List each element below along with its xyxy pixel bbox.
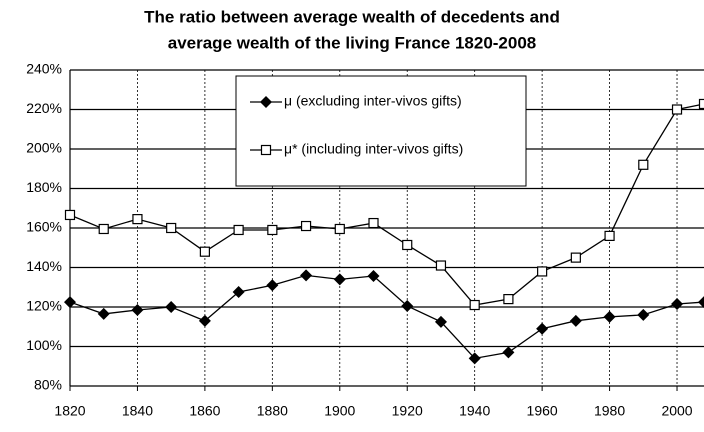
x-tick-label: 1980	[594, 403, 625, 419]
series-line	[69, 103, 704, 306]
legend-box	[235, 75, 527, 187]
x-tick-label: 1880	[257, 403, 288, 419]
x-tick-label: 1840	[122, 403, 153, 419]
data-point	[232, 285, 245, 298]
x-tick-label: 2000	[661, 403, 692, 419]
series-line	[69, 274, 704, 360]
data-point	[166, 222, 177, 234]
y-tick-label: 220%	[26, 100, 62, 116]
legend-marker	[260, 144, 272, 156]
data-point	[368, 217, 379, 229]
y-tick-label: 160%	[26, 219, 62, 235]
y-tick-label: 200%	[26, 140, 62, 156]
data-point	[198, 314, 211, 327]
x-tick-label: 1860	[189, 403, 220, 419]
data-point	[300, 220, 312, 232]
data-point	[334, 223, 345, 235]
x-tick-label: 1900	[324, 403, 355, 419]
data-point	[468, 352, 481, 365]
data-point	[698, 296, 704, 309]
x-tick-label: 1820	[54, 403, 85, 419]
y-tick-label: 100%	[26, 337, 62, 353]
data-point	[64, 296, 76, 309]
data-point	[503, 294, 514, 305]
y-tick-label: 120%	[26, 298, 62, 314]
data-point	[97, 307, 110, 320]
data-point	[266, 279, 279, 292]
data-point	[402, 239, 413, 251]
data-point	[401, 300, 414, 313]
legend-label: μ (excluding inter-vivos gifts)	[284, 93, 462, 109]
data-point	[671, 104, 683, 115]
data-point	[638, 159, 649, 170]
chart-title: The ratio between average wealth of dece…	[144, 7, 560, 26]
data-point	[233, 224, 244, 236]
y-tick-label: 180%	[26, 179, 62, 195]
y-tick-label: 140%	[26, 258, 62, 274]
data-point	[537, 266, 548, 277]
y-tick-label: 240%	[26, 61, 62, 77]
data-point	[569, 314, 582, 327]
legend-marker	[260, 96, 272, 108]
data-point	[333, 273, 346, 286]
data-point	[502, 346, 515, 359]
data-point	[367, 269, 380, 282]
data-point	[165, 301, 178, 313]
data-point	[536, 322, 549, 335]
x-tick-label: 1940	[459, 403, 490, 419]
x-tick-label: 1960	[527, 403, 558, 419]
data-point	[132, 214, 143, 225]
y-tick-label: 80%	[34, 377, 62, 393]
legend-label: μ* (including inter-vivos gifts)	[284, 141, 463, 157]
data-point	[199, 246, 210, 257]
data-point	[300, 269, 313, 282]
chart-title: average wealth of the living France 1820…	[168, 33, 537, 52]
data-point	[603, 310, 616, 323]
data-point	[637, 308, 650, 321]
data-point	[469, 299, 480, 311]
data-point	[435, 260, 447, 271]
data-point	[604, 230, 615, 241]
x-tick-label: 1920	[392, 403, 423, 419]
data-point	[698, 98, 704, 110]
data-point	[434, 315, 447, 328]
data-point	[131, 303, 144, 316]
data-point	[64, 209, 76, 221]
data-point	[98, 223, 109, 235]
data-point	[570, 252, 581, 263]
data-point	[267, 224, 278, 236]
data-point	[671, 298, 684, 311]
